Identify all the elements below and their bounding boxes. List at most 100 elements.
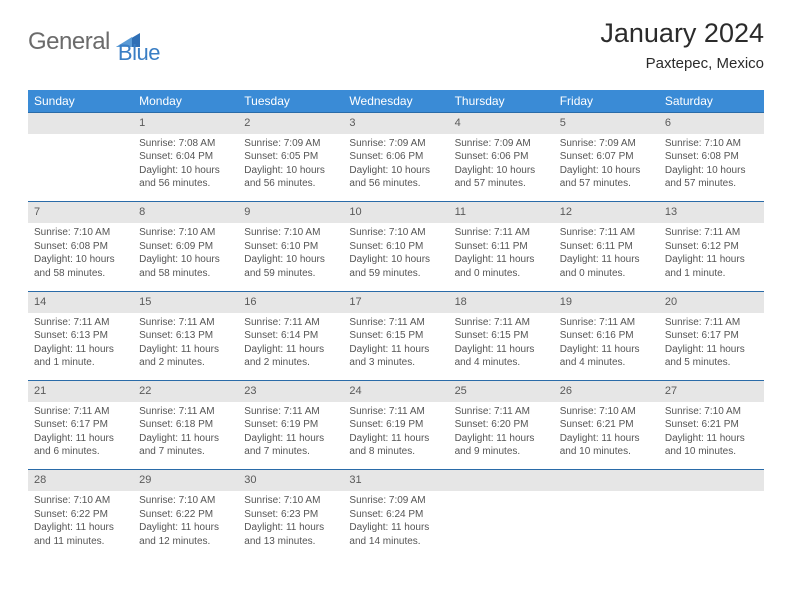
day-cell <box>449 491 554 565</box>
weekday-header-row: Sunday Monday Tuesday Wednesday Thursday… <box>28 90 764 113</box>
brand-part1: General <box>28 28 110 56</box>
sunset-text: Sunset: 6:12 PM <box>665 240 758 254</box>
sunrise-text: Sunrise: 7:09 AM <box>455 137 548 151</box>
day-number: 30 <box>238 470 343 491</box>
sunrise-text: Sunrise: 7:11 AM <box>349 316 442 330</box>
sunrise-text: Sunrise: 7:10 AM <box>34 226 127 240</box>
sunrise-text: Sunrise: 7:10 AM <box>244 226 337 240</box>
day-cell: Sunrise: 7:11 AMSunset: 6:20 PMDaylight:… <box>449 402 554 470</box>
sunrise-text: Sunrise: 7:10 AM <box>665 137 758 151</box>
daylight-text: Daylight: 10 hours and 56 minutes. <box>349 164 442 191</box>
day-number: 25 <box>449 381 554 402</box>
day-number: 18 <box>449 291 554 312</box>
sunrise-text: Sunrise: 7:10 AM <box>139 494 232 508</box>
sunset-text: Sunset: 6:22 PM <box>34 508 127 522</box>
daylight-text: Daylight: 11 hours and 4 minutes. <box>455 343 548 370</box>
day-cell: Sunrise: 7:09 AMSunset: 6:06 PMDaylight:… <box>449 134 554 202</box>
sunset-text: Sunset: 6:11 PM <box>560 240 653 254</box>
daylight-text: Daylight: 11 hours and 1 minute. <box>665 253 758 280</box>
title-block: January 2024 Paxtepec, Mexico <box>600 18 764 72</box>
sunrise-text: Sunrise: 7:11 AM <box>560 226 653 240</box>
day-number: 26 <box>554 381 659 402</box>
weekday-header: Wednesday <box>343 90 448 113</box>
sunset-text: Sunset: 6:19 PM <box>244 418 337 432</box>
day-cell: Sunrise: 7:09 AMSunset: 6:06 PMDaylight:… <box>343 134 448 202</box>
weekday-header: Saturday <box>659 90 764 113</box>
sunset-text: Sunset: 6:16 PM <box>560 329 653 343</box>
daylight-text: Daylight: 11 hours and 8 minutes. <box>349 432 442 459</box>
daylight-text: Daylight: 10 hours and 57 minutes. <box>665 164 758 191</box>
sunrise-text: Sunrise: 7:11 AM <box>139 316 232 330</box>
day-number-row: 78910111213 <box>28 202 764 223</box>
day-number: 19 <box>554 291 659 312</box>
sunset-text: Sunset: 6:15 PM <box>455 329 548 343</box>
daylight-text: Daylight: 11 hours and 12 minutes. <box>139 521 232 548</box>
sunrise-text: Sunrise: 7:10 AM <box>139 226 232 240</box>
day-cell: Sunrise: 7:10 AMSunset: 6:23 PMDaylight:… <box>238 491 343 565</box>
sunset-text: Sunset: 6:06 PM <box>349 150 442 164</box>
day-cell: Sunrise: 7:11 AMSunset: 6:15 PMDaylight:… <box>449 313 554 381</box>
sunset-text: Sunset: 6:08 PM <box>34 240 127 254</box>
sunrise-text: Sunrise: 7:10 AM <box>560 405 653 419</box>
daylight-text: Daylight: 11 hours and 0 minutes. <box>560 253 653 280</box>
sunrise-text: Sunrise: 7:09 AM <box>349 494 442 508</box>
daylight-text: Daylight: 10 hours and 57 minutes. <box>455 164 548 191</box>
day-number: 13 <box>659 202 764 223</box>
day-cell: Sunrise: 7:11 AMSunset: 6:13 PMDaylight:… <box>133 313 238 381</box>
sunset-text: Sunset: 6:05 PM <box>244 150 337 164</box>
sunset-text: Sunset: 6:21 PM <box>560 418 653 432</box>
day-number-row: 21222324252627 <box>28 381 764 402</box>
day-cell: Sunrise: 7:11 AMSunset: 6:11 PMDaylight:… <box>449 223 554 291</box>
day-cell: Sunrise: 7:11 AMSunset: 6:14 PMDaylight:… <box>238 313 343 381</box>
weekday-header: Sunday <box>28 90 133 113</box>
day-cell: Sunrise: 7:11 AMSunset: 6:13 PMDaylight:… <box>28 313 133 381</box>
day-number: 16 <box>238 291 343 312</box>
day-number: 5 <box>554 113 659 134</box>
day-number: 17 <box>343 291 448 312</box>
day-number: 29 <box>133 470 238 491</box>
sunrise-text: Sunrise: 7:11 AM <box>560 316 653 330</box>
day-content-row: Sunrise: 7:11 AMSunset: 6:17 PMDaylight:… <box>28 402 764 470</box>
day-number: 28 <box>28 470 133 491</box>
day-number-row: 28293031 <box>28 470 764 491</box>
day-number: 22 <box>133 381 238 402</box>
day-cell <box>554 491 659 565</box>
day-number <box>659 470 764 491</box>
day-number: 11 <box>449 202 554 223</box>
day-number: 14 <box>28 291 133 312</box>
day-number: 6 <box>659 113 764 134</box>
day-cell: Sunrise: 7:10 AMSunset: 6:10 PMDaylight:… <box>343 223 448 291</box>
day-cell: Sunrise: 7:10 AMSunset: 6:21 PMDaylight:… <box>554 402 659 470</box>
daylight-text: Daylight: 10 hours and 58 minutes. <box>34 253 127 280</box>
sunrise-text: Sunrise: 7:11 AM <box>665 226 758 240</box>
day-cell: Sunrise: 7:11 AMSunset: 6:16 PMDaylight:… <box>554 313 659 381</box>
sunset-text: Sunset: 6:06 PM <box>455 150 548 164</box>
daylight-text: Daylight: 11 hours and 11 minutes. <box>34 521 127 548</box>
daylight-text: Daylight: 10 hours and 58 minutes. <box>139 253 232 280</box>
sunset-text: Sunset: 6:11 PM <box>455 240 548 254</box>
brand-logo: General Blue <box>28 18 160 66</box>
daylight-text: Daylight: 10 hours and 59 minutes. <box>244 253 337 280</box>
day-cell: Sunrise: 7:11 AMSunset: 6:17 PMDaylight:… <box>659 313 764 381</box>
daylight-text: Daylight: 11 hours and 10 minutes. <box>560 432 653 459</box>
daylight-text: Daylight: 10 hours and 56 minutes. <box>244 164 337 191</box>
weekday-header: Tuesday <box>238 90 343 113</box>
daylight-text: Daylight: 11 hours and 13 minutes. <box>244 521 337 548</box>
day-content-row: Sunrise: 7:10 AMSunset: 6:08 PMDaylight:… <box>28 223 764 291</box>
day-number: 27 <box>659 381 764 402</box>
day-cell: Sunrise: 7:09 AMSunset: 6:07 PMDaylight:… <box>554 134 659 202</box>
day-cell <box>28 134 133 202</box>
day-number: 31 <box>343 470 448 491</box>
day-number-row: 14151617181920 <box>28 291 764 312</box>
day-cell: Sunrise: 7:10 AMSunset: 6:10 PMDaylight:… <box>238 223 343 291</box>
sunrise-text: Sunrise: 7:11 AM <box>455 226 548 240</box>
day-number: 8 <box>133 202 238 223</box>
daylight-text: Daylight: 11 hours and 2 minutes. <box>139 343 232 370</box>
day-number: 21 <box>28 381 133 402</box>
day-number <box>554 470 659 491</box>
day-cell: Sunrise: 7:09 AMSunset: 6:24 PMDaylight:… <box>343 491 448 565</box>
daylight-text: Daylight: 10 hours and 56 minutes. <box>139 164 232 191</box>
location-label: Paxtepec, Mexico <box>600 55 764 72</box>
day-cell: Sunrise: 7:10 AMSunset: 6:08 PMDaylight:… <box>28 223 133 291</box>
day-cell <box>659 491 764 565</box>
